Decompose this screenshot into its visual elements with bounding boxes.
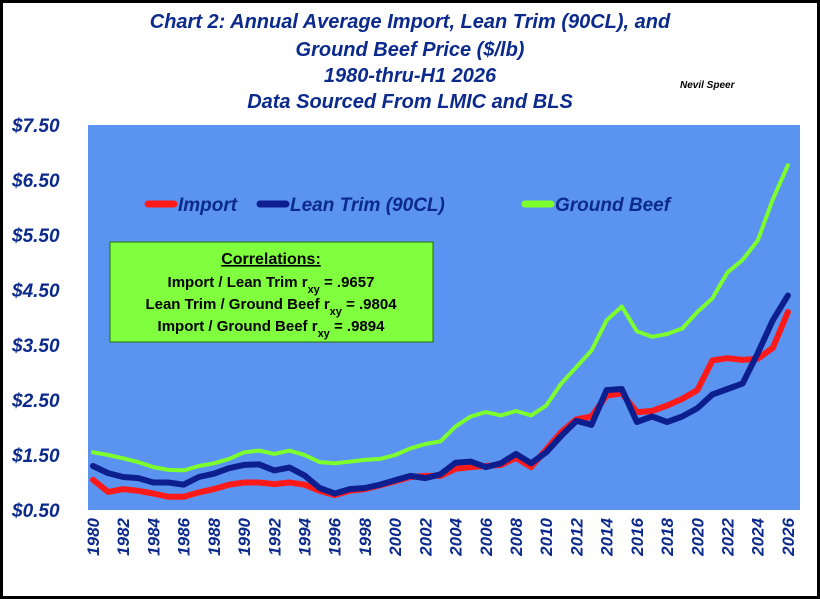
correlation-line: Import / Ground Beef rxy = .9894 [158,318,386,340]
x-tick-label: 1998 [356,517,375,555]
x-tick-label: 2024 [749,517,768,556]
x-tick-label: 1996 [326,517,345,555]
x-tick-label: 1980 [84,517,103,555]
x-tick-label: 1990 [235,517,254,555]
x-tick-label: 1994 [296,517,315,555]
y-tick-label: $1.50 [11,446,60,467]
correlation-line: Lean Trim / Ground Beef rxy = .9804 [145,296,397,318]
y-tick-label: $7.50 [11,116,60,137]
x-tick-label: 2026 [779,517,798,556]
x-tick-label: 2006 [477,517,496,556]
y-tick-label: $5.50 [11,226,60,247]
legend-label: Lean Trim (90CL) [290,195,445,216]
x-tick-label: 1992 [265,517,284,555]
chart-title-line: Ground Beef Price ($/lb) [296,39,525,61]
correlation-label: Import / Ground Beef r [158,318,318,335]
x-tick-label: 2020 [688,517,707,556]
y-axis: $7.50 $6.50 $5.50 $4.50 $3.50 $2.50 $1.50 $0.50 [11,116,60,522]
correlation-heading: Correlations: [221,251,321,268]
x-tick-label: 1982 [114,517,133,555]
chart-title-line: Data Sourced From LMIC and BLS [247,91,573,113]
chart-author: Nevil Speer [680,80,736,91]
y-tick-label: $6.50 [11,171,60,192]
y-tick-label: $4.50 [11,281,60,302]
y-tick-label: $0.50 [11,501,60,522]
correlation-value: = .9657 [320,274,375,291]
x-axis: 1980 1982 1984 1986 1988 1990 1992 1994 1996 1998… [84,517,798,556]
x-tick-label: 2000 [386,517,405,556]
correlation-label: Lean Trim / Ground Beef r [145,296,329,313]
x-tick-label: 2022 [719,517,738,556]
correlation-value: = .9804 [342,296,397,313]
x-tick-label: 2016 [628,517,647,556]
x-tick-label: 2010 [537,517,556,556]
correlation-box-bg [109,241,434,343]
x-tick-label: 2008 [507,517,526,556]
legend: Import Lean Trim (90CL) Ground Beef [144,195,672,216]
correlation-line: Import / Lean Trim rxy = .9657 [168,274,375,296]
x-tick-label: 2002 [416,517,435,556]
y-tick-label: $2.50 [11,391,60,412]
x-tick-label: 2014 [598,517,617,556]
chart-title-line: 1980-thru-H1 2026 [324,65,497,87]
x-tick-label: 2004 [447,517,466,556]
correlation-box: Correlations:Import / Lean Trim rxy = .9… [109,241,434,343]
chart-title-line: Chart 2: Annual Average Import, Lean Tri… [150,11,671,33]
correlation-subscript: xy [308,284,321,296]
x-tick-label: 1986 [175,517,194,555]
series-line-lean-trim-90cl [90,292,791,497]
correlation-subscript: xy [330,306,343,318]
chart-title: Chart 2: Annual Average Import, Lean Tri… [150,11,671,113]
legend-label: Ground Beef [555,195,672,216]
series-group [90,163,791,500]
series-line-ground-beef [91,163,790,473]
correlation-value: = .9894 [330,318,385,335]
x-tick-label: 1984 [144,517,163,555]
correlation-subscript: xy [318,328,331,340]
x-tick-label: 1988 [205,517,224,555]
correlation-label: Import / Lean Trim r [168,274,308,291]
y-tick-label: $3.50 [11,336,60,357]
x-tick-label: 2018 [658,517,677,556]
x-tick-label: 2012 [567,517,586,556]
legend-label: Import [178,195,238,216]
